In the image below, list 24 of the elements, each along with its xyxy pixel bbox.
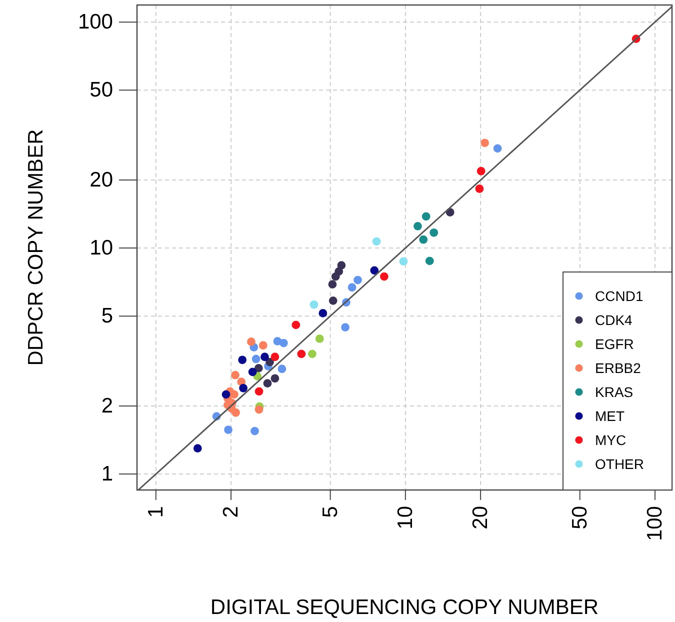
legend-label: CDK4 (595, 312, 633, 328)
legend-label: EGFR (595, 336, 634, 352)
x-tick-label: 2 (220, 506, 243, 518)
legend-label: CCND1 (595, 288, 644, 304)
y-tick-label: 1 (101, 462, 113, 486)
y-tick-label: 20 (90, 168, 113, 192)
x-tick-label: 5 (318, 506, 342, 518)
x-tick-label: 1 (144, 506, 168, 518)
x-tick-label: 50 (568, 506, 592, 530)
legend-label: OTHER (595, 456, 644, 472)
y-axis-title: DDPCR COPY NUMBER (24, 129, 48, 366)
y-tick-label: 50 (90, 78, 113, 102)
legend-label: KRAS (595, 384, 634, 400)
y-tick-label: 2 (101, 394, 113, 418)
x-tick-label: 20 (469, 506, 492, 530)
legend-label: ERBB2 (595, 360, 642, 376)
x-tick-label: 10 (394, 506, 417, 530)
y-tick-label: 10 (90, 236, 113, 260)
y-tick-label: 5 (101, 304, 113, 328)
legend-label: MYC (595, 432, 626, 448)
y-tick-label: 100 (78, 10, 113, 34)
x-axis-title: DIGITAL SEQUENCING COPY NUMBER (210, 596, 599, 619)
x-tick-label: 100 (643, 506, 666, 542)
legend-label: MET (595, 408, 625, 424)
